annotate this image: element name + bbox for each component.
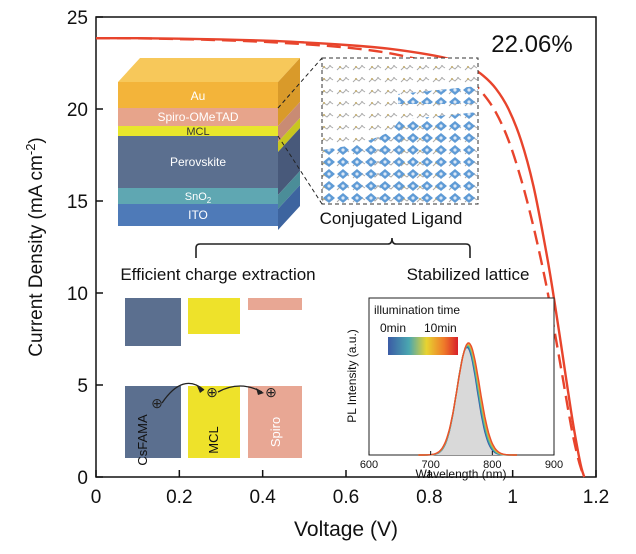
- y-tick-label: 25: [67, 8, 88, 29]
- pl-x-tick-label: 700: [421, 459, 439, 471]
- pl-legend-colorbar: [388, 337, 458, 355]
- energy-band-mcl: [188, 298, 240, 334]
- benefit-bracket: [195, 237, 471, 258]
- pl-legend-start: 0min: [380, 321, 406, 335]
- layer-label-ito: ITO: [188, 208, 208, 222]
- y-axis-label-sup: -2: [23, 144, 38, 156]
- layer-mcl: [118, 126, 278, 136]
- benefit-left: Efficient charge extraction: [120, 265, 315, 284]
- pl-inset: 600 700 800 900 Wavelength (nm) PL Intensit…: [345, 297, 563, 481]
- energy-block-mcl: [188, 386, 240, 458]
- pl-legend-end: 10min: [424, 321, 457, 335]
- pl-fill-area: [418, 345, 517, 455]
- pl-x-tick-label: 900: [545, 459, 563, 471]
- transfer-arrow-1: [161, 382, 205, 404]
- hole-icon-3: ⊕: [265, 384, 277, 400]
- x-tick-label: 1: [507, 487, 518, 508]
- x-tick-label: 1.2: [583, 487, 609, 508]
- pl-x-tick-label: 600: [360, 459, 378, 471]
- pl-x-ticks: 600 700 800 900: [360, 451, 563, 471]
- layer-label-perovskite: Perovskite: [170, 155, 226, 169]
- energy-band-spiro: [248, 298, 302, 310]
- x-tick-label: 0.2: [166, 487, 192, 508]
- y-axis-label-main: Current Density (mA cm: [26, 155, 47, 357]
- energy-label-spiro: Spiro: [268, 417, 283, 447]
- layer-label-au: Au: [191, 89, 206, 103]
- ligand-zoom-box: [321, 57, 479, 205]
- energy-label-mcl: MCL: [206, 426, 221, 453]
- layer-sno2: [118, 188, 278, 204]
- x-axis-label: Voltage (V): [294, 518, 398, 541]
- pl-x-label: Wavelength (nm): [416, 467, 507, 481]
- energy-label-csfama: CsFAMA: [135, 414, 150, 466]
- x-tick-label: 0.6: [333, 487, 359, 508]
- energy-diagram: CsFAMA MCL Spiro ⊕ ⊕ ⊕: [125, 298, 302, 466]
- layer-spiro: [118, 108, 278, 126]
- y-axis-label: Current Density (mA cm-2): [23, 137, 47, 357]
- layer-perovskite: [118, 136, 278, 188]
- y-tick-label: 20: [67, 100, 88, 121]
- stack-top-face: [118, 58, 300, 82]
- pl-legend-title: illumination time: [374, 303, 460, 317]
- benefit-right: Stabilized lattice: [407, 265, 530, 284]
- layer-label-mcl: MCL: [186, 126, 209, 138]
- hole-icon-1: ⊕: [151, 395, 163, 411]
- y-axis-label-close: ): [26, 137, 47, 143]
- energy-block-csfama: [125, 386, 181, 458]
- device-stack: Au Spiro-OMeTAD MCL Perovskite SnO2 ITO: [118, 58, 300, 230]
- x-tick-label: 0.4: [249, 487, 276, 508]
- pl-curve: [418, 342, 517, 456]
- layer-ito: [118, 204, 278, 226]
- layer-label-sno2: SnO2: [185, 191, 212, 205]
- energy-block-spiro: [248, 386, 302, 458]
- pl-x-tick-label: 800: [483, 459, 501, 471]
- y-tick-label: 0: [77, 468, 88, 489]
- pl-curves: [418, 342, 517, 456]
- y-tick-label: 15: [67, 192, 88, 213]
- ligand-caption: Conjugated Ligand: [320, 209, 463, 228]
- perovskite-lattice: [322, 112, 478, 204]
- hole-icon-2: ⊕: [206, 384, 218, 400]
- jv-curve-reverse: [95, 37, 586, 478]
- y-axis-ticks: 0 5 10 15 20 25: [67, 8, 103, 489]
- y-tick-label: 10: [67, 284, 88, 305]
- y-tick-label: 5: [77, 376, 88, 397]
- layer-label-spiro: Spiro-OMeTAD: [157, 110, 238, 124]
- pl-y-label: PL Intensity (a.u.): [345, 329, 359, 423]
- x-axis-ticks: 0 0.2 0.4 0.6 0.8 1 1.2: [91, 470, 609, 508]
- ligand-layer: [398, 86, 478, 104]
- x-tick-label: 0.8: [416, 487, 442, 508]
- x-tick-label: 0: [91, 487, 102, 508]
- energy-band-csfama: [125, 298, 181, 346]
- efficiency-label: 22.06%: [491, 31, 572, 58]
